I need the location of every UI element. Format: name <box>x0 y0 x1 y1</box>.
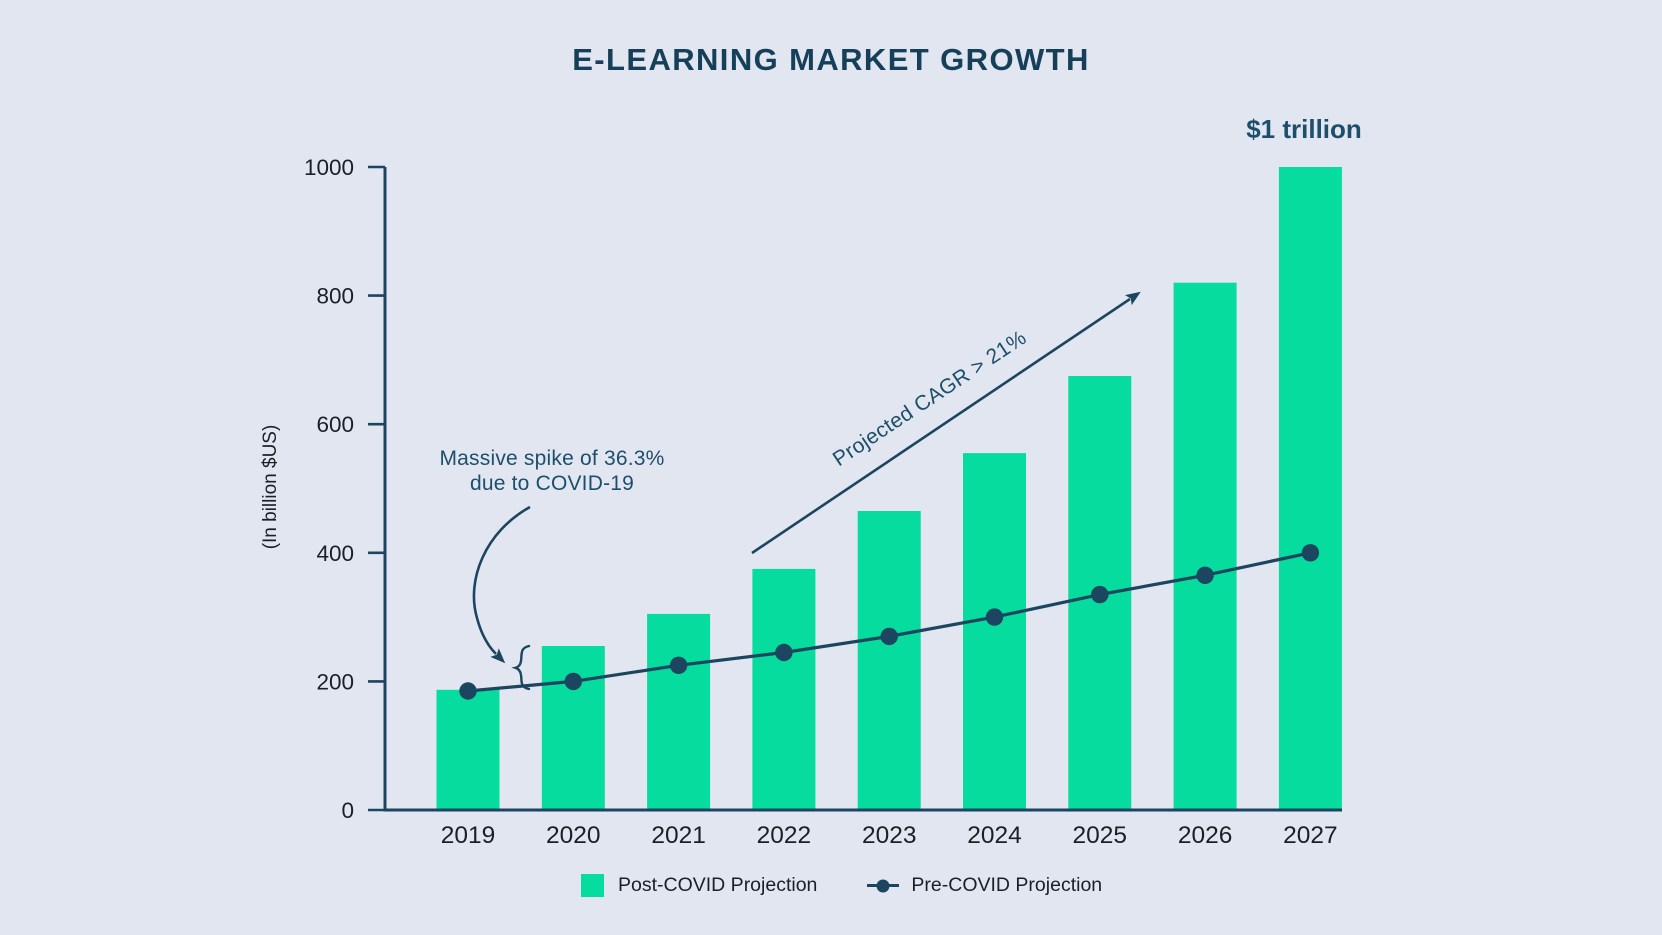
bar-2021 <box>647 613 711 811</box>
annotation-covid-spike-line2: due to COVID-19 <box>469 472 635 495</box>
chart-title: E-LEARNING MARKET GROWTH <box>572 42 1090 77</box>
line-point-2024 <box>985 608 1004 626</box>
line-point-2026 <box>1196 566 1214 584</box>
legend-label-post-covid: Post-COVID Projection <box>618 874 818 896</box>
bar-2020 <box>541 646 605 811</box>
x-label-2024: 2024 <box>967 822 1022 849</box>
legend-line-dot-icon <box>867 879 900 892</box>
annotation-one-trillion: $1 trillion <box>1246 114 1362 144</box>
bar-2027 <box>1278 167 1342 811</box>
x-label-2020: 2020 <box>546 822 601 849</box>
line-point-2025 <box>1091 585 1109 604</box>
bar-2026 <box>1173 282 1237 811</box>
x-label-2022: 2022 <box>757 822 812 849</box>
line-point-2020 <box>564 672 582 691</box>
bar-2023 <box>857 511 921 811</box>
y-tick-label-1000: 1000 <box>304 155 354 180</box>
line-point-2019 <box>459 682 477 700</box>
bar-2024 <box>963 453 1026 811</box>
y-tick-label-600: 600 <box>316 412 354 437</box>
line-point-2021 <box>669 656 688 674</box>
legend-swatch-post-covid <box>581 874 604 897</box>
legend-label-pre-covid: Pre-COVID Projection <box>911 874 1103 896</box>
annotation-covid-spike-line1: Massive spike of 36.3% <box>439 447 665 470</box>
annotation-covid-spike: Massive spike of 36.3% due to COVID-19 <box>402 446 702 496</box>
spike-brace-icon <box>511 644 531 691</box>
line-point-2023 <box>880 627 898 646</box>
cagr-arrow-icon <box>751 291 1141 555</box>
x-label-2025: 2025 <box>1073 822 1128 849</box>
y-axis-label: (In billion $US) <box>260 424 281 550</box>
x-label-2027: 2027 <box>1283 822 1338 849</box>
spike-arrow-icon <box>472 505 531 664</box>
legend-dot-icon <box>876 879 890 892</box>
y-tick-label-800: 800 <box>316 284 354 309</box>
y-tick-label-200: 200 <box>316 669 354 694</box>
x-label-2021: 2021 <box>651 822 706 849</box>
line-point-2027 <box>1301 544 1320 562</box>
x-label-2023: 2023 <box>862 822 917 849</box>
x-label-2019: 2019 <box>441 822 496 849</box>
x-label-2026: 2026 <box>1178 822 1233 849</box>
bar-2019 <box>436 689 500 811</box>
y-tick-label-400: 400 <box>316 541 354 566</box>
legend: Post-COVID Projection Pre-COVID Projecti… <box>581 874 1102 897</box>
bar-2022 <box>752 568 816 811</box>
y-tick-label-0: 0 <box>341 798 354 823</box>
line-point-2022 <box>775 643 793 662</box>
